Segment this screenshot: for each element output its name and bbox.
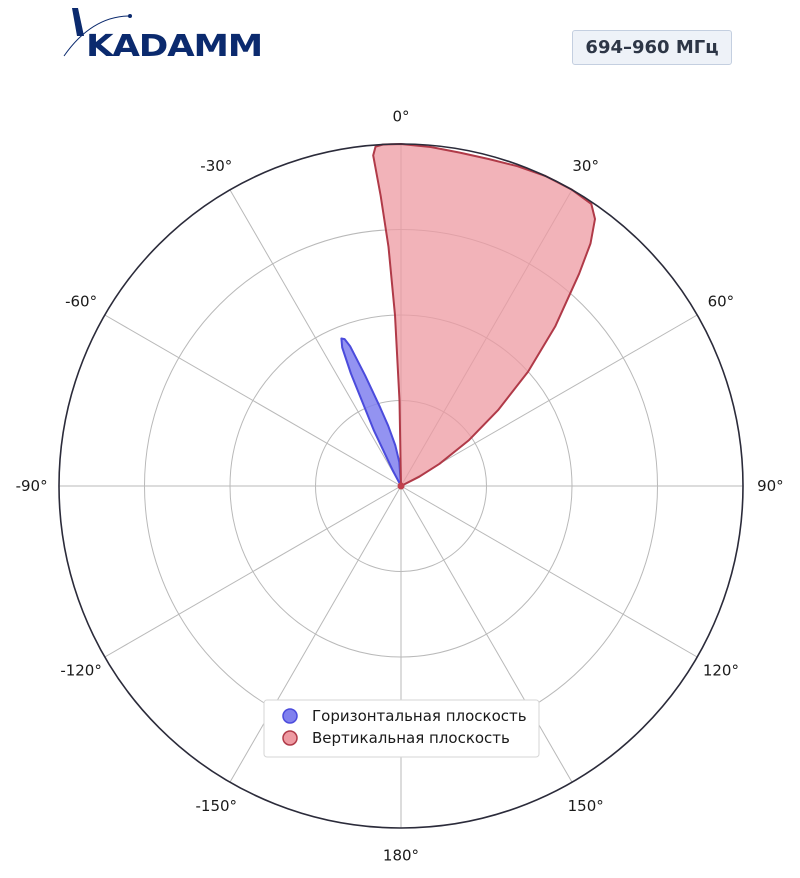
angle-tick-label: 120°	[703, 662, 739, 680]
series-horizontal-plane-lobe	[340, 337, 402, 487]
angular-gridline-5	[400, 485, 573, 783]
angular-gridline-10	[104, 314, 402, 487]
angle-tick-label: 30°	[572, 157, 599, 175]
angle-tick-label: 180°	[383, 846, 419, 864]
angle-tick-label: -30°	[200, 157, 232, 175]
chart-legend: Горизонтальная плоскость Вертикальная пло…	[263, 699, 540, 758]
kadamm-logo: KADAMM	[63, 8, 263, 62]
angular-gridline-7	[229, 485, 402, 783]
legend-label: Вертикальная плоскость	[312, 729, 510, 747]
legend-marker	[282, 730, 298, 746]
logo-orbit	[63, 15, 131, 57]
angular-gridline-4	[400, 485, 698, 658]
angle-tick-label: -90°	[16, 477, 48, 495]
angle-tick-label: 90°	[757, 477, 784, 495]
logo-swoosh	[72, 8, 84, 36]
angular-gridline-8	[104, 485, 402, 658]
logo-text: KADAMM	[86, 29, 262, 62]
legend-box	[263, 699, 540, 758]
legend-label: Горизонтальная плоскость	[312, 707, 527, 725]
angle-tick-label: 0°	[392, 108, 409, 126]
angular-gridline-2	[400, 314, 698, 487]
angle-tick-labels: 0° 30° 60° 90° 120° 150° 180° -150° -120° -90° -60…	[16, 108, 784, 865]
polar-outer-ring	[58, 143, 744, 829]
origin-marker	[397, 482, 405, 490]
series-vertical-plane-lobe	[372, 143, 596, 487]
angular-gridline-11	[229, 189, 402, 487]
angle-tick-label: -120°	[60, 662, 102, 680]
angle-tick-label: -60°	[65, 292, 97, 310]
angle-tick-label: 150°	[568, 797, 604, 815]
angle-tick-label: -150°	[196, 797, 238, 815]
angle-tick-label: 60°	[708, 292, 735, 310]
frequency-badge: 694–960 МГц	[572, 30, 732, 65]
series-layer	[340, 143, 596, 490]
legend-marker	[282, 708, 298, 724]
